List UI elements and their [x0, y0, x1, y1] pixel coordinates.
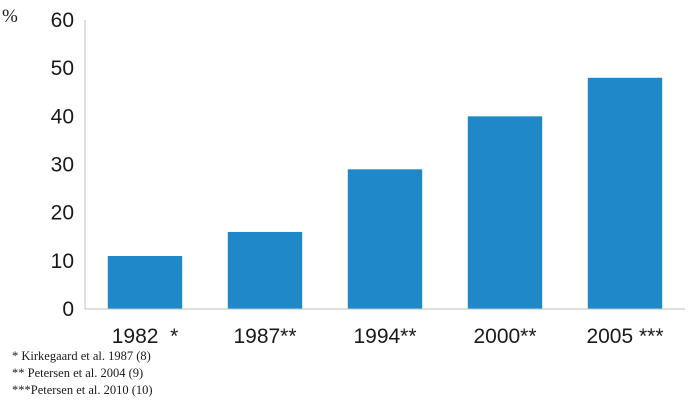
footnote-2: ** Petersen et al. 2004 (9) — [12, 366, 144, 380]
footnote-3: ***Petersen et al. 2010 (10) — [12, 383, 153, 397]
y-tick-label: 40 — [51, 105, 74, 128]
y-axis-ticks: 0 10 20 30 40 50 60 — [51, 9, 74, 321]
bar — [467, 116, 543, 309]
y-tick-label: 30 — [51, 154, 74, 177]
bar — [347, 169, 423, 309]
bar — [587, 77, 663, 309]
y-tick-label: 60 — [51, 9, 74, 32]
bar — [107, 256, 183, 309]
footnotes: * Kirkegaard et al. 1987 (8) ** Petersen… — [12, 348, 153, 399]
x-tick-label: 1982 * — [112, 325, 179, 348]
x-axis-labels: 1982 * 1987** 1994** 2000** 2005 *** — [112, 325, 664, 348]
y-tick-label: 10 — [51, 250, 74, 273]
x-tick-label: 1987** — [233, 325, 296, 348]
y-tick-label: 20 — [51, 202, 74, 225]
x-tick-label: 1994** — [353, 325, 416, 348]
x-tick-label: 2000** — [473, 325, 536, 348]
bar — [227, 231, 303, 309]
y-tick-label: 50 — [51, 57, 74, 80]
y-tick-label: 0 — [62, 298, 74, 321]
y-unit-label: % — [2, 6, 18, 27]
footnote-1: * Kirkegaard et al. 1987 (8) — [12, 349, 151, 363]
bars — [107, 77, 663, 309]
x-tick-label: 2005 *** — [586, 325, 663, 348]
